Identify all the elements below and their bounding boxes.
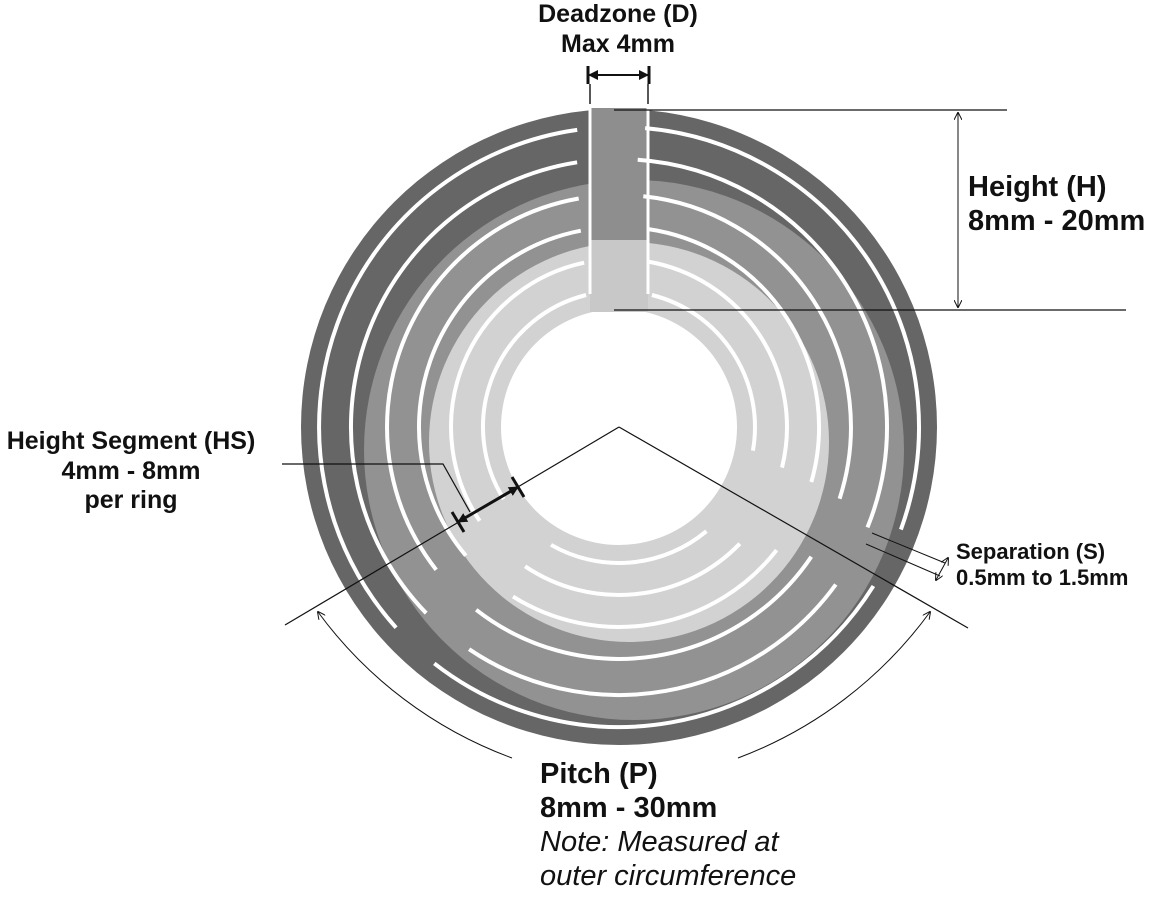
pitch-line-right bbox=[618, 426, 969, 629]
slot-arc-ring3-3 bbox=[385, 196, 580, 572]
height-value: 8mm - 20mm bbox=[968, 205, 1146, 238]
slot-arc-ring1-2 bbox=[433, 584, 876, 729]
height-label: Height (H) 8mm - 20mm bbox=[968, 170, 1145, 238]
height-segment-title: Height Segment (HS) bbox=[6, 427, 256, 455]
pitch-label: Pitch (P) 8mm - 30mm Note: Measured at o… bbox=[540, 758, 796, 894]
height-segment-tick-a bbox=[450, 511, 466, 533]
pitch-arc-left bbox=[318, 612, 513, 759]
pitch-line-left bbox=[284, 426, 620, 626]
slot-arc-ring4-3 bbox=[416, 228, 582, 557]
deadzone-band-inner bbox=[590, 240, 648, 312]
deadzone-label: Deadzone (D) Max 4mm bbox=[510, 0, 726, 59]
slot-arc-ring2-3 bbox=[348, 160, 578, 615]
pitch-note-line-2: outer circumference bbox=[540, 859, 797, 892]
slot-arc-ring2-2 bbox=[467, 583, 838, 698]
slot-arc-ring4-2 bbox=[511, 548, 779, 629]
separation-title: Separation (S) bbox=[956, 539, 1106, 564]
slot-arc-ring1-3 bbox=[317, 127, 578, 630]
deadzone-value: Max 4mm bbox=[561, 29, 675, 58]
separation-leader-a bbox=[871, 532, 946, 564]
separation-leader-b bbox=[865, 543, 941, 577]
pitch-note-line-1: Note: Measured at bbox=[540, 825, 779, 858]
height-segment-tick-b bbox=[510, 476, 526, 498]
slot-arcs bbox=[317, 126, 921, 729]
height-segment-value: 4mm - 8mm bbox=[61, 456, 201, 485]
slot-arc-ring3-1 bbox=[643, 194, 853, 500]
deadzone-title: Deadzone (D) bbox=[538, 0, 698, 28]
height-segment-arrow bbox=[457, 485, 519, 524]
pitch-title: Pitch (P) bbox=[540, 758, 658, 790]
slot-arc-ring5-3 bbox=[449, 260, 585, 523]
slot-arc-ring5-2 bbox=[523, 542, 742, 597]
pitch-value: 8mm - 30mm bbox=[540, 791, 718, 824]
height-title: Height (H) bbox=[968, 171, 1107, 203]
slot-arc-ring2-1 bbox=[637, 157, 889, 529]
slot-arc-ring5-1 bbox=[647, 259, 789, 469]
separation-value: 0.5mm to 1.5mm bbox=[956, 564, 1129, 590]
slot-arc-ring4-1 bbox=[646, 226, 822, 483]
height-segment-label: Height Segment (HS) 4mm - 8mm per ring bbox=[0, 427, 262, 516]
slot-arc-ring1-1 bbox=[644, 126, 921, 531]
separation-label: Separation (S) 0.5mm to 1.5mm bbox=[956, 539, 1128, 591]
separation-arrow bbox=[936, 558, 948, 580]
slot-arc-ring3-2 bbox=[474, 555, 813, 661]
pitch-arc-right bbox=[737, 612, 930, 759]
slot-arc-ring6-1 bbox=[651, 293, 757, 451]
slot-arc-ring6-3 bbox=[480, 293, 587, 501]
height-segment-unit-note: per ring bbox=[84, 486, 178, 514]
slot-arc-ring6-2 bbox=[550, 529, 708, 565]
